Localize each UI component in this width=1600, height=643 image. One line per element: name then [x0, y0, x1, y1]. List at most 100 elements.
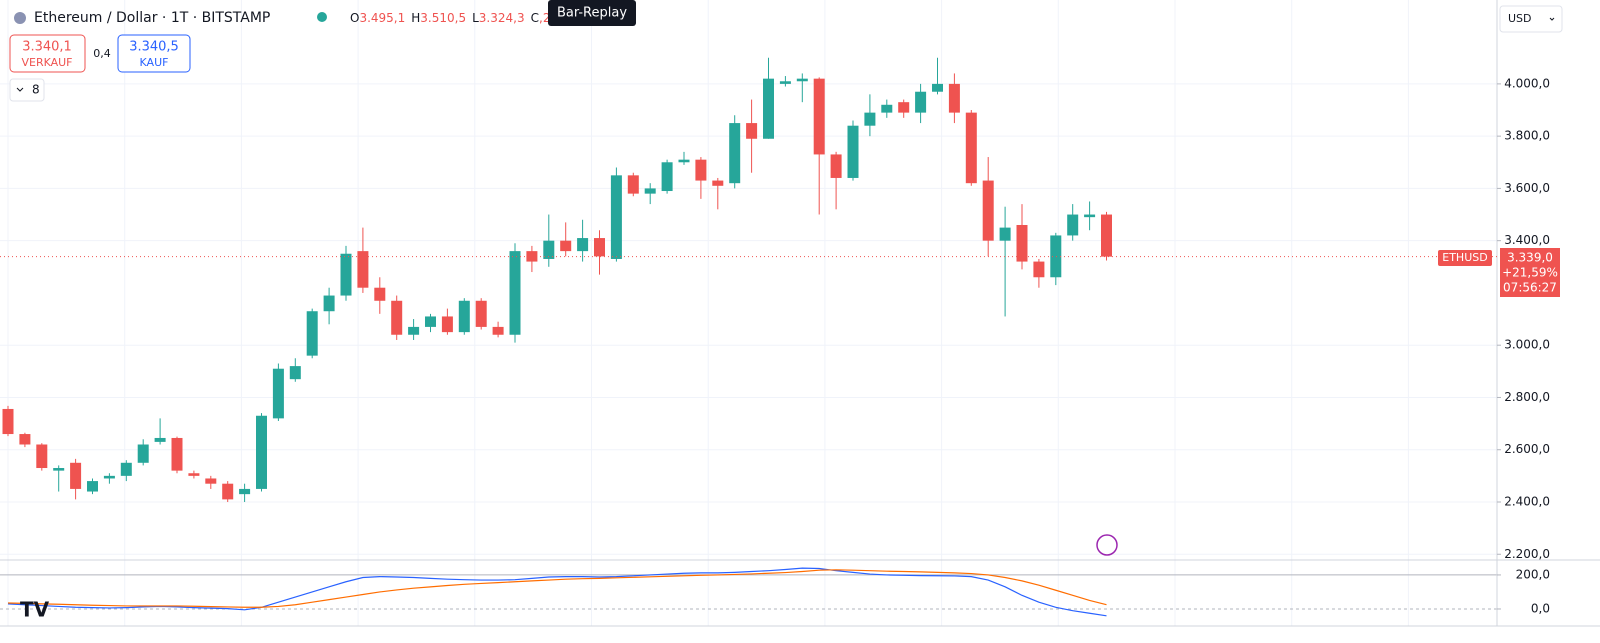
sell-button[interactable]: [9, 34, 86, 73]
candle-body: [543, 240, 555, 259]
candle-body: [340, 253, 352, 296]
indicator-line: [7, 569, 1107, 608]
candle-body: [70, 462, 82, 489]
candle-body: [391, 300, 403, 335]
candle-body: [137, 444, 149, 463]
y-tick-label: 2.800,0: [1504, 390, 1550, 404]
candle-body: [306, 311, 318, 356]
tooltip: Bar-Replay: [557, 6, 627, 21]
candle-body: [154, 437, 166, 442]
candle-body: [205, 478, 217, 484]
candle-body: [272, 368, 284, 419]
candle-body: [19, 434, 31, 445]
alert-icon[interactable]: [1096, 534, 1118, 556]
symbol-tag-text: ETHUSD: [1442, 251, 1487, 264]
y-tick-label: 200,0: [1516, 567, 1550, 581]
y-tick-label: 2.600,0: [1504, 442, 1550, 456]
y-tick-label: 3.600,0: [1504, 181, 1550, 195]
candle-body: [425, 316, 436, 327]
y-tick-label: 4.000,0: [1504, 76, 1550, 90]
spread: 0,4: [93, 47, 111, 60]
candle-body: [965, 112, 977, 184]
buy-price: 3.340,5: [129, 40, 179, 55]
market-status[interactable]: [317, 12, 327, 22]
candle-body: [627, 175, 639, 194]
candle-body: [120, 462, 132, 476]
candle-body: [948, 83, 960, 113]
symbol-tag: [1438, 250, 1492, 266]
candle-body: [560, 240, 572, 252]
candle-body: [746, 123, 758, 139]
price-tag-price: 3.339,0: [1507, 251, 1553, 265]
candle-body: [53, 468, 65, 471]
candle-body: [763, 78, 774, 139]
candle-body: [610, 175, 622, 259]
candle-body: [475, 300, 487, 327]
currency: USD: [1508, 12, 1532, 25]
buy-label: KAUF: [140, 56, 169, 69]
candle-body: [2, 408, 14, 435]
candle-body: [864, 112, 876, 126]
eth-icon: [14, 12, 26, 24]
candle-body: [1067, 214, 1079, 236]
y-tick-label: 3.800,0: [1504, 129, 1550, 143]
price-tag: [1500, 248, 1560, 297]
candle-body: [830, 154, 842, 178]
candle-body: [1050, 235, 1062, 278]
candle-body: [982, 180, 994, 241]
chevron: [16, 87, 24, 92]
chevron: [1549, 17, 1555, 21]
indicator-count: 8: [32, 83, 40, 97]
candle-body: [796, 78, 808, 82]
sell-label: VERKAUF: [21, 56, 72, 69]
candle-body: [695, 159, 707, 181]
candle-body: [1033, 261, 1045, 278]
logo: TV: [20, 598, 50, 622]
candle-body: [289, 366, 301, 380]
candle-body: [712, 180, 724, 186]
candle-body: [357, 251, 369, 288]
ohlc-value: 3.510,5: [420, 11, 466, 25]
tooltip-box: [548, 0, 636, 26]
candle-body: [881, 104, 893, 113]
candle-body: [813, 78, 825, 155]
candle-body: [323, 295, 335, 312]
candle-body: [1101, 214, 1112, 257]
ohlc-key: L: [472, 11, 479, 25]
candle-body: [1016, 224, 1028, 262]
symbol-title: Ethereum / Dollar · 1T · BITSTAMP: [34, 10, 270, 26]
candle-body: [577, 238, 589, 252]
candle-body: [408, 326, 420, 335]
candle-body: [509, 251, 521, 335]
candle-body: [222, 483, 234, 500]
ohlc-key: H: [411, 11, 420, 25]
currency-select[interactable]: [1499, 5, 1563, 33]
y-tick-label: 2.400,0: [1504, 494, 1550, 508]
candle-body: [256, 415, 267, 489]
price-tag-countdown: 07:56:27: [1503, 281, 1557, 295]
ohlc-value: 3.324,3: [479, 11, 525, 25]
candle-body: [188, 473, 200, 476]
ohlc-key: O: [350, 11, 359, 25]
candle-body: [847, 125, 859, 178]
candle-body: [678, 159, 690, 163]
ohlc-key: C: [531, 11, 539, 25]
y-tick-label: 2.200,0: [1504, 547, 1550, 561]
candle-body: [87, 481, 98, 492]
candle-body: [36, 444, 48, 469]
candle-body: [526, 251, 538, 262]
indicator-toggle[interactable]: [9, 78, 45, 102]
indicator-line: [7, 567, 1107, 617]
candle-body: [594, 238, 605, 257]
buy-button[interactable]: [117, 34, 191, 73]
candle-body: [779, 81, 791, 84]
candle-body: [1084, 214, 1096, 218]
candle-body: [661, 162, 673, 192]
candle-body: [492, 326, 504, 335]
candle-body: [171, 437, 183, 471]
ohlc-value: 3.495,1: [359, 11, 405, 25]
sell-price: 3.340,1: [22, 40, 72, 55]
y-tick-label: 3.000,0: [1504, 338, 1550, 352]
